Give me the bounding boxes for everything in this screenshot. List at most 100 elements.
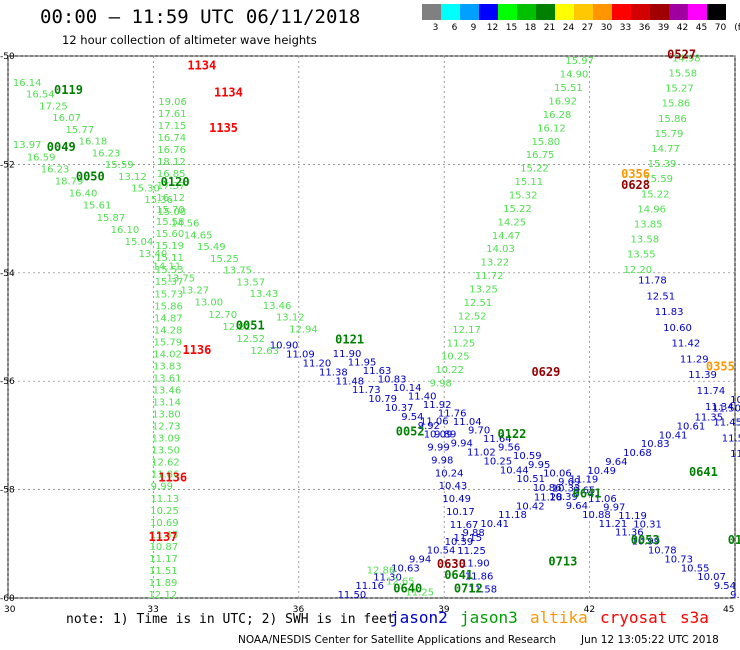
wave-height-value: 10.17 (446, 507, 475, 518)
legend-swatch (574, 4, 593, 20)
wave-height-value: 10.63 (391, 563, 420, 574)
wave-height-value: 15.22 (503, 204, 532, 215)
footnote: note: 1) Time is in UTC; 2) SWH is in fe… (66, 612, 395, 627)
pass-time-label: 0712 (454, 582, 483, 596)
wave-height-value: 10.49 (442, 494, 471, 505)
wave-height-value: 11.86 (151, 470, 180, 481)
pass-time-label: 0641 (444, 568, 473, 582)
legend-label: 24 (562, 23, 575, 33)
wave-height-value: 13.14 (152, 398, 181, 409)
wave-height-value: 10.31 (633, 520, 662, 531)
wave-height-value: 15.49 (197, 242, 226, 253)
legend-label: 45 (695, 23, 708, 33)
pass-time-label: 0628 (621, 178, 650, 192)
wave-height-value: 10.61 (677, 421, 706, 432)
wave-height-value: 10.68 (623, 448, 652, 459)
wave-height-value: 11.90 (333, 349, 362, 360)
pass-time-label: 0640 (393, 582, 422, 596)
wave-height-value: 14.87 (154, 313, 183, 324)
pass-time-label: 0641 (689, 465, 718, 479)
legend-swatch (612, 4, 631, 20)
wave-height-value: 11.25 (457, 546, 486, 557)
pass-time-label: 0121 (335, 332, 364, 346)
wave-height-value: 11.02 (467, 448, 496, 459)
wave-height-value: 13.25 (469, 285, 498, 296)
wave-height-value: 11.13 (150, 494, 179, 505)
legend-label: 39 (657, 23, 670, 33)
wave-height-value: 11.90 (461, 559, 490, 570)
wave-height-value: 15.97 (565, 56, 594, 67)
wave-height-value: 9.65 (573, 485, 595, 496)
legend-label: 3 (432, 23, 439, 33)
wave-height-value: 9.89 (434, 430, 456, 441)
legend-swatch (631, 4, 650, 20)
wave-height-value: 15.80 (531, 137, 560, 148)
wave-height-value: 15.36 (144, 195, 173, 206)
wave-height-value: 10.90 (270, 341, 299, 352)
generated-timestamp: Jun 12 13:05:22 UTC 2018 (581, 634, 719, 646)
wave-height-value: 16.23 (41, 164, 70, 175)
pass-time-label: 1136 (182, 343, 211, 357)
wave-height-value: 10.79 (368, 394, 397, 405)
wave-height-value: 10.73 (664, 554, 693, 565)
wave-height-value: 11.29 (680, 354, 709, 365)
wave-height-value: 15.60 (156, 229, 185, 240)
wave-height-value: 10.33 (552, 484, 581, 495)
wave-height-value: 15.79 (655, 129, 684, 140)
wave-height-value: 10.86 (533, 483, 562, 494)
wave-height-value: 11.28 (534, 492, 563, 503)
wave-height-value: 16.76 (157, 145, 186, 156)
wave-height-value: 11.48 (335, 376, 364, 387)
wave-height-value: 10.78 (648, 545, 677, 556)
lat-tick-label: -58 (0, 486, 15, 496)
wave-height-value: 9.70 (468, 426, 490, 437)
credit-line: NOAA/NESDIS Center for Satellite Applica… (238, 634, 556, 646)
wave-height-value: 11.42 (672, 339, 701, 350)
wave-height-value: 12.52 (458, 311, 487, 322)
wave-height-value: 11.95 (348, 357, 377, 368)
wave-height-value: 11.17 (149, 554, 178, 565)
wave-height-value: 10.39 (445, 537, 474, 548)
pass-time-label: 0053 (631, 533, 660, 547)
wave-height-value: 11.76 (438, 409, 467, 420)
wave-height-value: 13.46 (153, 385, 182, 396)
wave-height-value: 11.50 (338, 590, 367, 601)
legend-swatch (479, 4, 498, 20)
wave-height-value: 10.99 (631, 537, 660, 548)
wave-height-value: 11.50 (722, 433, 740, 444)
wave-height-value: 12.20 (624, 265, 653, 276)
wave-height-value: 10.60 (663, 323, 692, 334)
legend-label: 18 (524, 23, 537, 33)
wave-height-value: 9.99 (427, 442, 449, 453)
pass-time-label: 0049 (47, 140, 76, 154)
wave-height-value: 11.92 (423, 400, 452, 411)
wave-height-value: 11.19 (618, 511, 647, 522)
wave-height-value: 13.43 (250, 289, 279, 300)
wave-height-value: 15.22 (641, 189, 670, 200)
wave-height-value: 11.35 (694, 413, 723, 424)
lat-tick-label: -50 (0, 52, 15, 62)
wave-height-value: 15.86 (154, 301, 183, 312)
wave-height-value: 13.12 (118, 172, 147, 183)
lat-tick-label: -54 (0, 269, 15, 279)
wave-height-value: 11.45 (150, 530, 179, 541)
wave-height-value: 11.39 (688, 370, 717, 381)
legend-label: 21 (543, 23, 556, 33)
pass-time-label: 0355 (706, 359, 735, 373)
wave-height-value: 11.78 (638, 276, 667, 287)
wave-height-value: 10.51 (516, 474, 545, 485)
wave-height-value: 9.64 (605, 457, 627, 468)
wave-height-value: 15.37 (155, 277, 184, 288)
wave-height-value: 11.21 (599, 519, 628, 530)
legend-altika: altika (530, 608, 588, 627)
wave-height-value: 15.27 (665, 84, 694, 95)
wave-height-value: 15.11 (155, 253, 184, 264)
wave-height-value: 13.83 (153, 361, 182, 372)
wave-height-value: 11.58 (468, 585, 497, 596)
wave-height-value: 10.55 (681, 563, 710, 574)
wave-height-value: 10.49 (587, 466, 616, 477)
wave-height-value: 15.22 (520, 164, 549, 175)
wave-height-value: 15.58 (156, 217, 185, 228)
wave-height-value: 11.64 (483, 434, 512, 445)
wave-height-value: 13.09 (152, 434, 181, 445)
